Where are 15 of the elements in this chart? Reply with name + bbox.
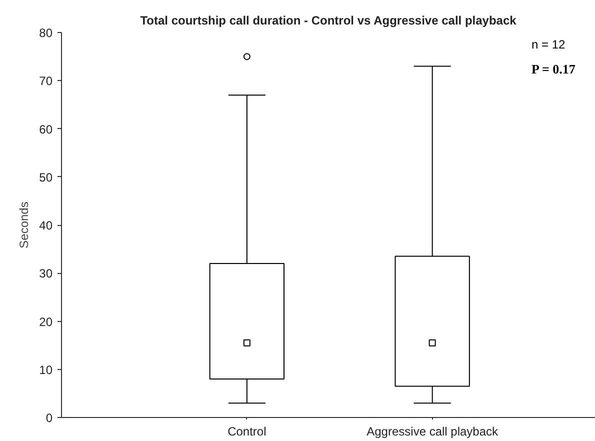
y-tick-label: 70 bbox=[39, 74, 53, 88]
y-tick-label: 50 bbox=[39, 170, 53, 184]
annotation: n = 12 bbox=[532, 38, 566, 52]
x-tick-label: Aggressive call playback bbox=[366, 424, 500, 438]
y-tick-label: 80 bbox=[39, 26, 53, 40]
y-tick-label: 30 bbox=[39, 266, 53, 281]
annotation: P = 0.17 bbox=[532, 62, 576, 76]
y-tick-label: 0 bbox=[46, 411, 53, 425]
x-tick-label: Control bbox=[228, 424, 266, 438]
y-tick-label: 60 bbox=[39, 122, 53, 136]
y-tick-label: 40 bbox=[39, 218, 53, 232]
y-axis-title: Seconds bbox=[17, 202, 32, 248]
y-tick-label: 20 bbox=[39, 314, 53, 329]
y-tick-label: 10 bbox=[39, 362, 53, 377]
chart-title: Total courtship call duration - Control vs Aggressive call playback bbox=[140, 14, 517, 28]
